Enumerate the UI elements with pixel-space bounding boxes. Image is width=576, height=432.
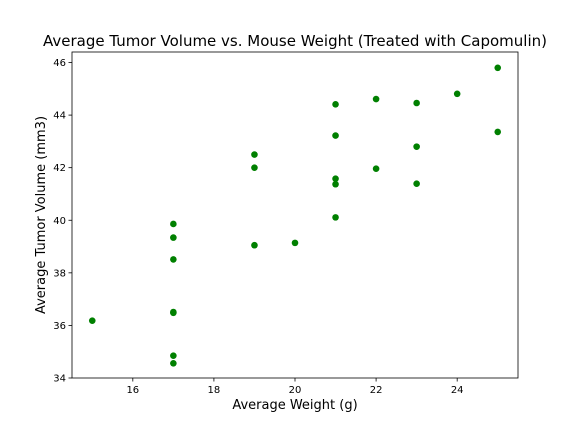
data-point <box>170 359 177 367</box>
x-tick-label: 24 <box>451 385 464 396</box>
data-point <box>170 234 177 241</box>
y-tick-label: 36 <box>53 321 66 332</box>
y-tick-label: 40 <box>53 216 66 227</box>
y-axis-label: Average Tumor Volume (mm3) <box>34 116 49 314</box>
plot-area: 16 18 20 22 24 34 36 38 40 42 44 46 <box>53 51 519 396</box>
data-point <box>251 164 258 171</box>
data-point <box>413 143 420 150</box>
x-tick-label: 18 <box>208 385 221 396</box>
data-point <box>372 95 380 103</box>
data-point <box>332 101 339 108</box>
data-point <box>170 256 177 263</box>
data-point <box>88 317 96 324</box>
data-point <box>453 90 461 98</box>
y-tick-label: 46 <box>53 58 66 69</box>
x-tick-label: 16 <box>126 385 139 396</box>
plot-frame <box>71 51 519 379</box>
data-point <box>170 352 177 359</box>
x-axis-label: Average Weight (g) <box>232 398 357 413</box>
y-tick-label: 34 <box>53 374 66 385</box>
y-tick-label: 38 <box>53 268 66 279</box>
data-point <box>332 214 339 221</box>
y-tick-label: 42 <box>53 163 66 174</box>
data-point <box>332 175 339 183</box>
data-point <box>170 220 177 228</box>
data-point <box>413 180 420 188</box>
chart-title: Average Tumor Volume vs. Mouse Weight (T… <box>43 32 547 50</box>
data-point <box>494 64 502 72</box>
x-tick-label: 22 <box>370 385 383 396</box>
data-point <box>332 180 339 188</box>
data-point <box>372 165 380 173</box>
data-point <box>251 241 258 249</box>
data-point <box>494 128 502 136</box>
x-tick-label: 20 <box>289 385 302 396</box>
data-point <box>332 132 339 139</box>
data-point <box>251 151 258 158</box>
y-tick-label: 44 <box>53 111 66 122</box>
data-point <box>413 99 420 107</box>
data-point <box>291 239 299 247</box>
data-point <box>170 309 177 317</box>
